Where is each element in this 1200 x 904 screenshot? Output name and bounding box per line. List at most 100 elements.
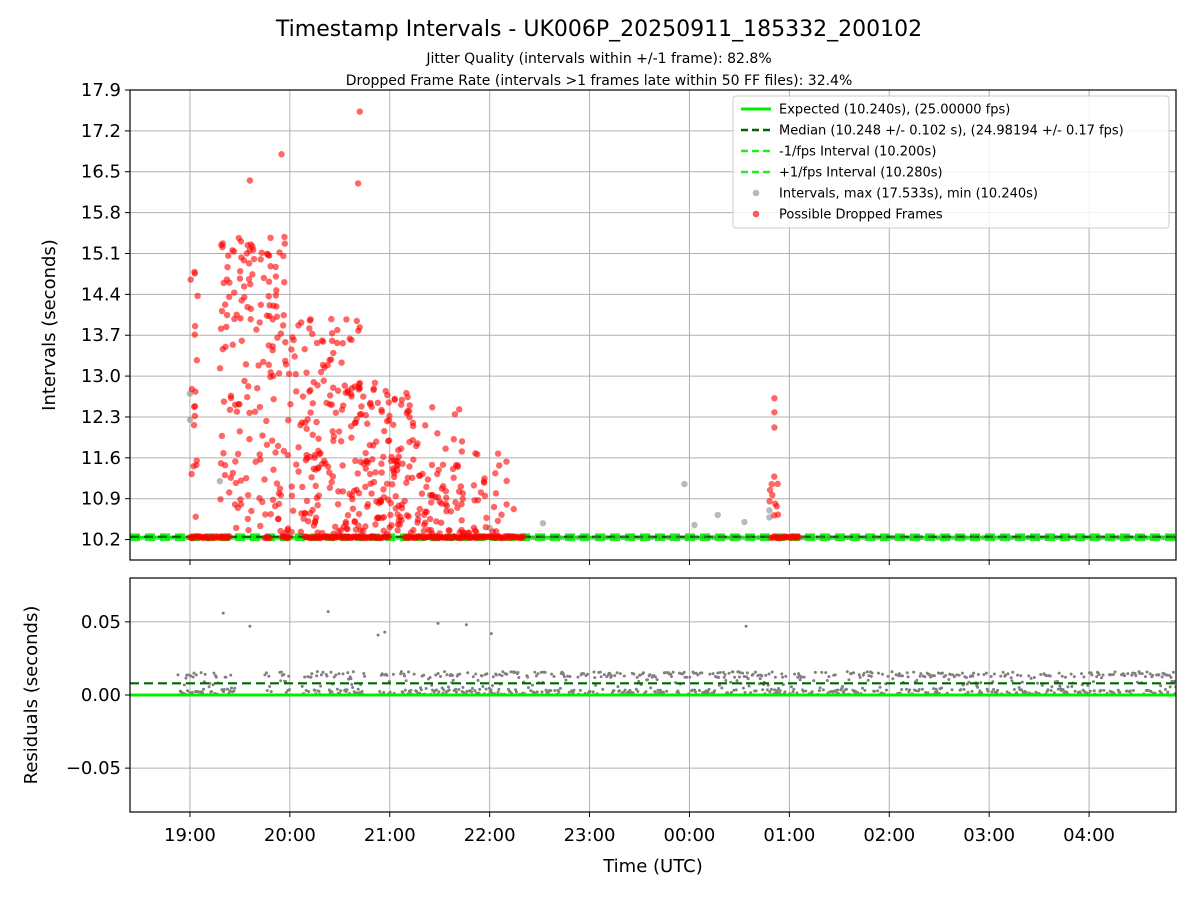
dropped-frame-point <box>429 404 436 411</box>
residual-point <box>189 674 193 678</box>
residual-point <box>557 690 561 694</box>
residual-point <box>517 675 521 679</box>
interval-point <box>1115 534 1121 540</box>
dropped-frame-point <box>234 450 242 458</box>
dropped-frame-point <box>288 492 296 499</box>
residual-point <box>731 670 735 674</box>
residual-point <box>769 687 773 691</box>
dropped-frame-point <box>349 505 357 512</box>
interval-point <box>1106 534 1112 540</box>
interval-point <box>1007 534 1013 540</box>
dropped-frame-point <box>244 303 251 311</box>
residual-point <box>494 673 498 677</box>
residual-point <box>884 688 888 692</box>
residual-point <box>690 688 694 692</box>
residual-point <box>1040 683 1044 687</box>
dropped-frame-point <box>766 498 773 505</box>
interval-point <box>890 534 896 540</box>
residual-point <box>616 685 620 689</box>
residual-point <box>1168 685 1172 689</box>
interval-point <box>854 534 860 540</box>
dropped-frame-point <box>245 526 252 534</box>
residual-point <box>454 687 458 691</box>
residual-point <box>716 671 720 675</box>
residual-point <box>900 687 904 691</box>
legend-expected-label: Expected (10.240s), (25.00000 fps) <box>779 103 1010 118</box>
residual-point <box>194 673 198 677</box>
residual-point <box>784 674 788 678</box>
dropped-frame-point <box>279 322 287 329</box>
intervals-y-tick-label: 12.3 <box>81 407 121 428</box>
residual-point <box>781 675 785 679</box>
residual-point <box>491 675 495 679</box>
dropped-frame-point <box>771 473 778 480</box>
dropped-frame-point <box>436 530 443 537</box>
residual-point <box>540 690 544 694</box>
residual-point <box>564 678 568 682</box>
dropped-frame-point <box>342 520 350 527</box>
residual-point <box>1138 671 1142 675</box>
dropped-frame-point <box>338 359 345 366</box>
dropped-frame-point <box>368 490 375 497</box>
dropped-frame-point <box>362 449 369 457</box>
residual-point <box>1111 673 1115 677</box>
residual-point <box>870 671 874 675</box>
residual-point <box>876 671 880 675</box>
residual-point <box>656 688 660 692</box>
interval-point <box>1052 534 1058 540</box>
residual-point <box>436 672 440 676</box>
dropped-frame-point <box>256 403 264 411</box>
residual-point <box>489 688 493 692</box>
residual-point <box>385 673 389 677</box>
dropped-frame-point <box>358 403 365 410</box>
residual-point <box>192 671 196 675</box>
x-tick-label: 22:00 <box>464 825 516 846</box>
dropped-frame-point <box>406 413 413 421</box>
residual-point <box>269 690 273 694</box>
residual-point <box>315 674 319 678</box>
interval-point <box>719 534 726 540</box>
residual-point <box>212 671 216 675</box>
dropped-frame-point <box>330 349 337 357</box>
residuals-y-tick-label: 0.00 <box>81 685 121 706</box>
dropped-frame-point <box>333 339 341 347</box>
residual-point <box>707 687 711 691</box>
residual-point <box>562 675 566 679</box>
residual-point <box>990 690 994 694</box>
dropped-frame-point <box>303 497 311 505</box>
dropped-frame-point <box>192 513 199 520</box>
residual-point <box>773 675 777 679</box>
residual-point <box>568 674 572 678</box>
residual-point <box>1044 674 1048 678</box>
residual-point <box>827 675 831 679</box>
x-tick-label: 00:00 <box>664 825 716 846</box>
residual-point <box>221 611 225 615</box>
residual-point <box>915 678 919 682</box>
dropped-frame-point <box>310 522 318 529</box>
residual-point <box>437 690 441 694</box>
dropped-frame-point <box>366 470 374 478</box>
dropped-frame-point <box>285 370 293 378</box>
residual-point <box>442 670 446 674</box>
dropped-frame-point <box>241 293 248 301</box>
dropped-frame-point <box>443 507 450 515</box>
residual-point <box>847 678 851 682</box>
dropped-frame-point <box>311 451 318 459</box>
residual-point <box>428 675 432 679</box>
dropped-frame-point <box>350 487 358 494</box>
dropped-frame-point <box>280 252 287 260</box>
residual-point <box>825 678 829 682</box>
residual-point <box>450 674 454 678</box>
dropped-frame-point <box>352 457 359 465</box>
chart-title: Timestamp Intervals - UK006P_20250911_18… <box>275 17 922 42</box>
residual-point <box>912 670 916 674</box>
dropped-frame-point <box>223 276 231 283</box>
legend-box <box>732 95 1170 229</box>
dropped-frame-point <box>285 417 292 424</box>
residual-point <box>773 688 777 692</box>
dropped-frame-point <box>428 491 436 499</box>
residuals-plot: 0.05 0.00 −0.05 19:00 20:00 21:00 22:00 23:00 00… <box>66 577 1177 846</box>
residual-point <box>1006 672 1010 676</box>
residual-point <box>959 688 963 692</box>
dropped-frame-point <box>281 240 289 247</box>
